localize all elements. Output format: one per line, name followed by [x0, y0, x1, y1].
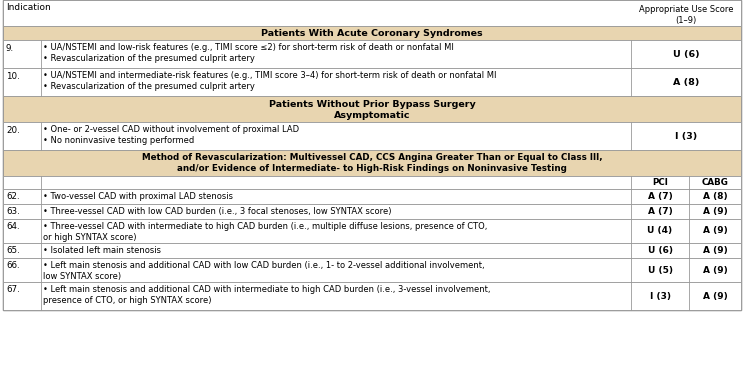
- Text: • UA/NSTEMI and intermediate-risk features (e.g., TIMI score 3–4) for short-term: • UA/NSTEMI and intermediate-risk featur…: [43, 71, 496, 91]
- Text: U (6): U (6): [673, 49, 699, 59]
- Text: U (5): U (5): [647, 265, 673, 275]
- Bar: [3, 26, 741, 40]
- Text: A (8): A (8): [702, 192, 728, 201]
- Text: I (3): I (3): [650, 291, 670, 301]
- Bar: [3, 0, 741, 26]
- Text: A (9): A (9): [702, 246, 728, 255]
- Text: A (9): A (9): [702, 226, 728, 236]
- Bar: [3, 282, 741, 310]
- Text: Patients Without Prior Bypass Surgery
Asymptomatic: Patients Without Prior Bypass Surgery As…: [269, 100, 475, 120]
- Text: 66.: 66.: [6, 261, 19, 270]
- Bar: [3, 258, 741, 282]
- Text: A (7): A (7): [647, 192, 673, 201]
- Text: 65.: 65.: [6, 246, 20, 255]
- Text: 63.: 63.: [6, 207, 20, 216]
- Text: 9.: 9.: [6, 44, 14, 53]
- Bar: [3, 219, 741, 243]
- Text: • Left main stenosis and additional CAD with intermediate to high CAD burden (i.: • Left main stenosis and additional CAD …: [43, 285, 490, 305]
- Text: Appropriate Use Score
(1–9): Appropriate Use Score (1–9): [639, 5, 734, 25]
- Bar: [3, 122, 741, 150]
- Text: U (4): U (4): [647, 226, 673, 236]
- Text: A (8): A (8): [673, 77, 699, 87]
- Text: • Two-vessel CAD with proximal LAD stenosis: • Two-vessel CAD with proximal LAD steno…: [43, 192, 233, 201]
- Text: • Three-vessel CAD with low CAD burden (i.e., 3 focal stenoses, low SYNTAX score: • Three-vessel CAD with low CAD burden (…: [43, 207, 391, 216]
- Text: I (3): I (3): [675, 131, 697, 141]
- Text: 10.: 10.: [6, 72, 20, 81]
- Text: 64.: 64.: [6, 222, 19, 231]
- Text: Indication: Indication: [6, 3, 51, 12]
- Text: U (6): U (6): [647, 246, 673, 255]
- Bar: [3, 176, 741, 189]
- Text: PCI: PCI: [652, 178, 668, 187]
- Text: • Three-vessel CAD with intermediate to high CAD burden (i.e., multiple diffuse : • Three-vessel CAD with intermediate to …: [43, 222, 487, 242]
- Bar: [3, 189, 741, 204]
- Bar: [3, 243, 741, 258]
- Text: • UA/NSTEMI and low-risk features (e.g., TIMI score ≤2) for short-term risk of d: • UA/NSTEMI and low-risk features (e.g.,…: [43, 43, 454, 63]
- Text: A (7): A (7): [647, 207, 673, 216]
- Text: • Isolated left main stenosis: • Isolated left main stenosis: [43, 246, 161, 255]
- Text: 67.: 67.: [6, 285, 20, 294]
- Bar: [3, 150, 741, 176]
- Bar: [3, 204, 741, 219]
- Text: A (9): A (9): [702, 291, 728, 301]
- Bar: [3, 40, 741, 68]
- Text: Method of Revascularization: Multivessel CAD, CCS Angina Greater Than or Equal t: Method of Revascularization: Multivessel…: [141, 153, 603, 173]
- Text: • Left main stenosis and additional CAD with low CAD burden (i.e., 1- to 2-vesse: • Left main stenosis and additional CAD …: [43, 261, 484, 281]
- Text: 62.: 62.: [6, 192, 19, 201]
- Text: A (9): A (9): [702, 265, 728, 275]
- Text: CABG: CABG: [702, 178, 728, 187]
- Bar: [3, 0, 741, 310]
- Bar: [3, 68, 741, 96]
- Text: 20.: 20.: [6, 126, 20, 135]
- Text: • One- or 2-vessel CAD without involvement of proximal LAD
• No noninvasive test: • One- or 2-vessel CAD without involveme…: [43, 125, 299, 145]
- Bar: [3, 96, 741, 122]
- Text: A (9): A (9): [702, 207, 728, 216]
- Text: Patients With Acute Coronary Syndromes: Patients With Acute Coronary Syndromes: [261, 29, 483, 38]
